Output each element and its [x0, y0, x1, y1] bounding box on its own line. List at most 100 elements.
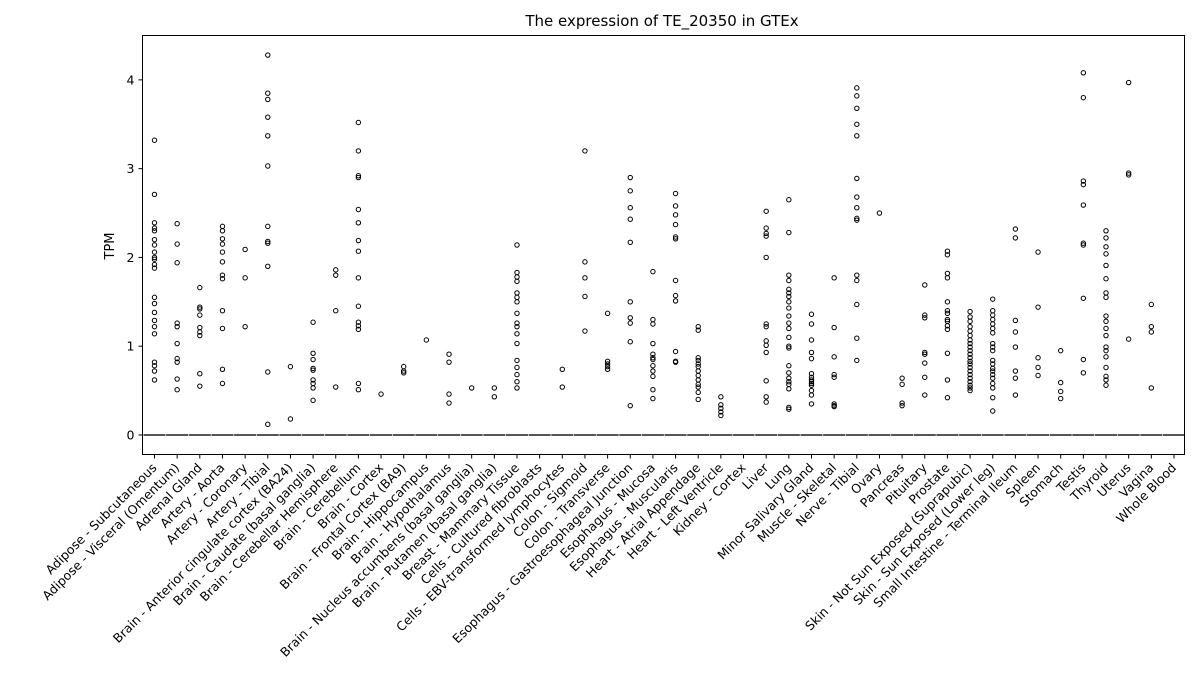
outlier-point	[831, 374, 837, 380]
outlier-point	[650, 268, 656, 275]
outlier-point	[650, 373, 656, 380]
outlier-point	[355, 323, 362, 329]
outlier-point	[672, 234, 679, 240]
outlier-point	[718, 394, 724, 400]
outlier-point	[446, 400, 452, 406]
outlier-point	[197, 312, 203, 318]
y-tick-label: 3	[127, 161, 135, 176]
outlier-point	[1103, 294, 1109, 301]
outlier-point	[355, 206, 362, 213]
outlier-point	[854, 175, 860, 182]
outlier-point	[514, 340, 520, 347]
outlier-point	[174, 340, 180, 347]
outlier-point	[1103, 325, 1109, 332]
outlier-point	[265, 223, 271, 230]
outlier-point	[990, 296, 996, 302]
outlier-point	[287, 416, 294, 422]
outlier-point	[763, 399, 769, 405]
outlier-point	[786, 286, 792, 293]
outlier-point	[967, 368, 973, 374]
outlier-point	[786, 229, 792, 236]
outlier-point	[786, 313, 792, 319]
outlier-point	[944, 270, 951, 277]
outlier-point	[197, 371, 203, 377]
outlier-point	[672, 221, 679, 228]
outlier-point	[1080, 370, 1087, 376]
outlier-point	[265, 96, 271, 103]
outlier-point	[967, 351, 973, 357]
outlier-point	[967, 385, 973, 391]
outlier-point	[1012, 392, 1019, 398]
outlier-point	[944, 394, 951, 401]
outlier-point	[265, 133, 271, 139]
outlier-point	[990, 347, 996, 354]
outlier-point	[967, 375, 973, 381]
outlier-point	[333, 384, 339, 390]
outlier-point	[650, 340, 656, 347]
outlier-point	[967, 344, 973, 350]
outlier-point	[967, 340, 973, 347]
outlier-point	[310, 319, 316, 325]
outlier-point	[627, 205, 633, 211]
outlier-point	[355, 303, 362, 309]
outlier-point	[854, 85, 860, 91]
outlier-point	[854, 205, 860, 211]
outlier-point	[1012, 329, 1019, 335]
outlier-point	[174, 386, 180, 393]
outlier-point	[786, 334, 792, 341]
outlier-point	[718, 402, 724, 408]
outlier-point	[990, 307, 996, 314]
outlier-point	[967, 314, 973, 320]
outlier-point	[786, 370, 792, 376]
outlier-point	[1103, 382, 1109, 388]
outlier-point	[514, 299, 520, 305]
outlier-point	[786, 293, 792, 300]
outlier-point	[831, 401, 837, 407]
outlier-point	[514, 242, 520, 248]
outlier-point	[786, 197, 792, 203]
outlier-point	[854, 215, 860, 222]
outlier-point	[151, 265, 158, 271]
outlier-point	[1080, 240, 1087, 246]
outlier-point	[151, 236, 158, 243]
outlier-point	[1103, 244, 1109, 250]
outlier-point	[876, 210, 883, 216]
outlier-point	[944, 350, 951, 357]
outlier-point	[219, 223, 226, 230]
outlier-point	[174, 355, 180, 362]
outlier-point	[1012, 317, 1019, 324]
outlier-point	[990, 371, 996, 378]
outlier-point	[151, 191, 158, 198]
outlier-point	[831, 275, 837, 281]
outlier-point	[582, 328, 588, 334]
outlier-point	[151, 225, 158, 231]
outlier-point	[197, 383, 203, 389]
x-tick-label: Adipose - Visceral (Omentum)	[39, 460, 182, 603]
outlier-point	[1125, 170, 1132, 176]
outlier-point	[378, 391, 384, 397]
outlier-point	[174, 359, 180, 365]
outlier-point	[1103, 228, 1109, 234]
outlier-point	[197, 304, 203, 310]
outlier-point	[763, 208, 769, 214]
outlier-point	[514, 357, 520, 364]
outlier-point	[265, 52, 271, 58]
outlier-point	[174, 260, 180, 266]
outlier-point	[854, 301, 860, 308]
outlier-point	[151, 256, 158, 262]
outlier-point	[944, 299, 951, 305]
outlier-point	[219, 259, 226, 265]
outlier-point	[990, 394, 996, 401]
outlier-point	[1103, 344, 1109, 350]
outlier-point	[854, 217, 860, 223]
outlier-point	[219, 276, 226, 282]
outlier-point	[174, 320, 180, 326]
outlier-point	[514, 290, 520, 296]
outlier-point	[310, 377, 316, 383]
outlier-point	[718, 405, 724, 412]
outlier-point	[514, 379, 520, 385]
outlier-point	[944, 326, 951, 333]
outlier-point	[786, 379, 792, 385]
outlier-point	[718, 409, 724, 415]
